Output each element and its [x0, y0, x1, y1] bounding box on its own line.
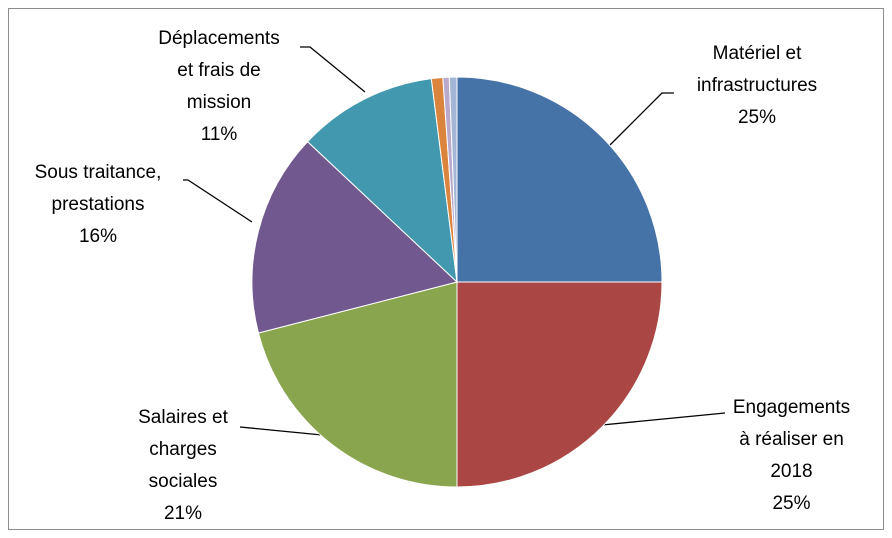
leader-line	[183, 179, 253, 223]
pie-slice	[456, 281, 663, 488]
leader-line	[601, 412, 726, 426]
pie-slice	[257, 281, 458, 488]
pie-slice	[448, 76, 458, 283]
slice-label: Matériel et infrastructures 25%	[682, 38, 832, 134]
leader-line	[604, 92, 674, 151]
pie-slice	[456, 76, 663, 283]
leader-line	[239, 426, 323, 436]
slice-label: Sous traitance, prestations 16%	[8, 157, 188, 253]
value-label: 16%	[78, 226, 118, 247]
value-label: 25%	[772, 493, 811, 514]
category-label: Déplacements et frais de mission	[158, 28, 280, 113]
slice-label: Salaires et charges sociales 21%	[128, 402, 238, 530]
category-label: Sous traitance, prestations	[34, 162, 162, 215]
pie-slice	[306, 78, 458, 284]
slice-label: Engagements à réaliser en 2018 25%	[729, 392, 854, 520]
slice-label: Déplacements et frais de mission 11%	[154, 23, 284, 151]
value-label: 11%	[200, 124, 238, 145]
value-label: 25%	[737, 107, 777, 128]
category-label: Engagements à réaliser en 2018	[732, 397, 851, 482]
leader-line	[300, 46, 366, 93]
category-label: Salaires et charges sociales	[138, 407, 228, 492]
value-label: 21%	[163, 503, 203, 524]
category-label: Matériel et infrastructures	[696, 43, 818, 96]
pie-slice	[251, 140, 459, 334]
